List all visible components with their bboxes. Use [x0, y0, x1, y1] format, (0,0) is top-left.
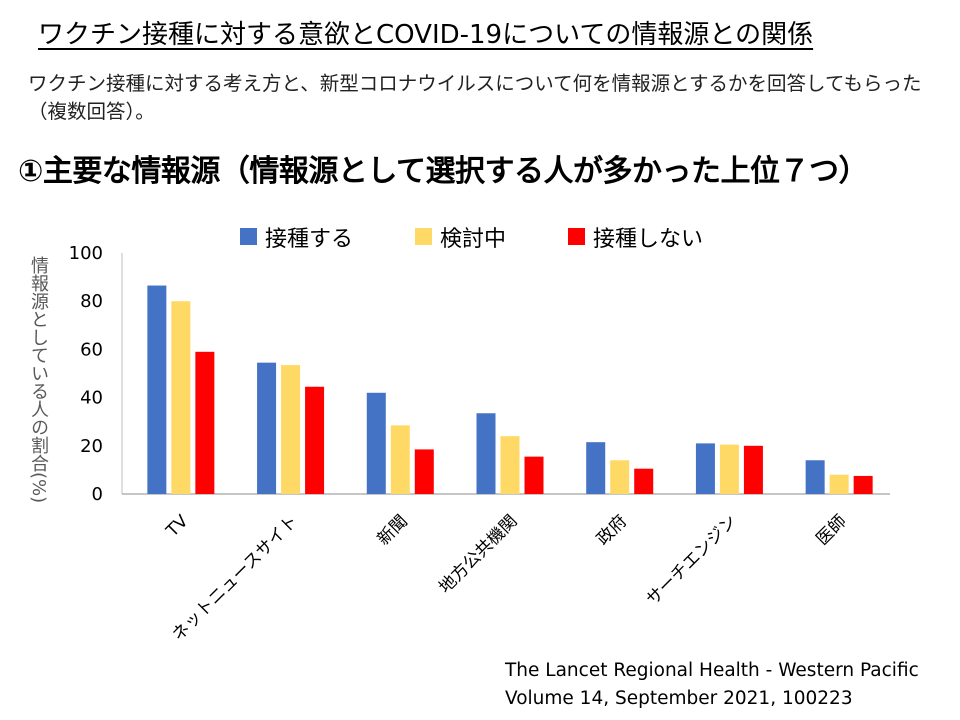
x-tick-label: ネットニュースサイト — [168, 511, 302, 645]
legend-swatch — [568, 228, 585, 245]
bar — [610, 460, 630, 494]
citation: The Lancet Regional Health - Western Pac… — [505, 657, 919, 713]
x-tick-label: 新聞 — [374, 511, 412, 549]
bar — [500, 436, 520, 494]
legend-swatch — [240, 228, 257, 245]
bar — [853, 475, 873, 494]
bar — [195, 351, 215, 494]
legend-swatch — [415, 228, 432, 245]
y-tick-label: 40 — [80, 388, 103, 409]
slide-title: ワクチン接種に対する意欲とCOVID-19についての情報源との関係 — [38, 20, 814, 50]
x-tick-label: TV — [162, 511, 193, 542]
bar — [366, 392, 386, 494]
legend-label: 検討中 — [440, 227, 506, 252]
legend-label: 接種する — [265, 227, 353, 252]
bar — [147, 285, 167, 494]
bar — [634, 468, 654, 494]
slide-description: ワクチン接種に対する考え方と、新型コロナウイルスについて何を情報源とするかを回答… — [28, 72, 922, 123]
citation-line-2: Volume 14, September 2021, 100223 — [505, 688, 853, 709]
y-tick-label: 80 — [80, 291, 103, 312]
citation-line-1: The Lancet Regional Health - Western Pac… — [505, 660, 919, 681]
x-tick-label: 政府 — [593, 511, 631, 549]
x-tick-label: 地方公共機関 — [435, 511, 521, 597]
bar — [805, 460, 825, 494]
bar — [414, 449, 434, 494]
bar — [281, 365, 301, 494]
bar — [829, 474, 849, 494]
bar — [171, 301, 191, 494]
x-tick-label: 医師 — [812, 511, 850, 549]
y-axis-label-container: 情報源としている人の割合(%) — [22, 220, 54, 540]
y-tick-label: 100 — [69, 243, 103, 264]
bar — [305, 386, 325, 494]
chart-heading: ①主要な情報源（情報源として選択する人が多かった上位７つ） — [18, 154, 869, 189]
bar — [719, 444, 739, 494]
bar — [695, 443, 715, 494]
legend-label: 接種しない — [593, 227, 703, 252]
bar — [743, 445, 763, 494]
bar — [476, 413, 496, 494]
y-tick-label: 20 — [80, 436, 103, 457]
y-axis-label: 情報源としている人の割合(%) — [28, 256, 49, 504]
bar — [257, 362, 277, 494]
x-tick-label: サーチエンジン — [643, 511, 741, 609]
bar — [390, 425, 410, 494]
y-tick-label: 0 — [92, 484, 103, 505]
bar — [586, 442, 606, 494]
bar — [524, 456, 544, 494]
y-tick-label: 60 — [80, 339, 103, 360]
